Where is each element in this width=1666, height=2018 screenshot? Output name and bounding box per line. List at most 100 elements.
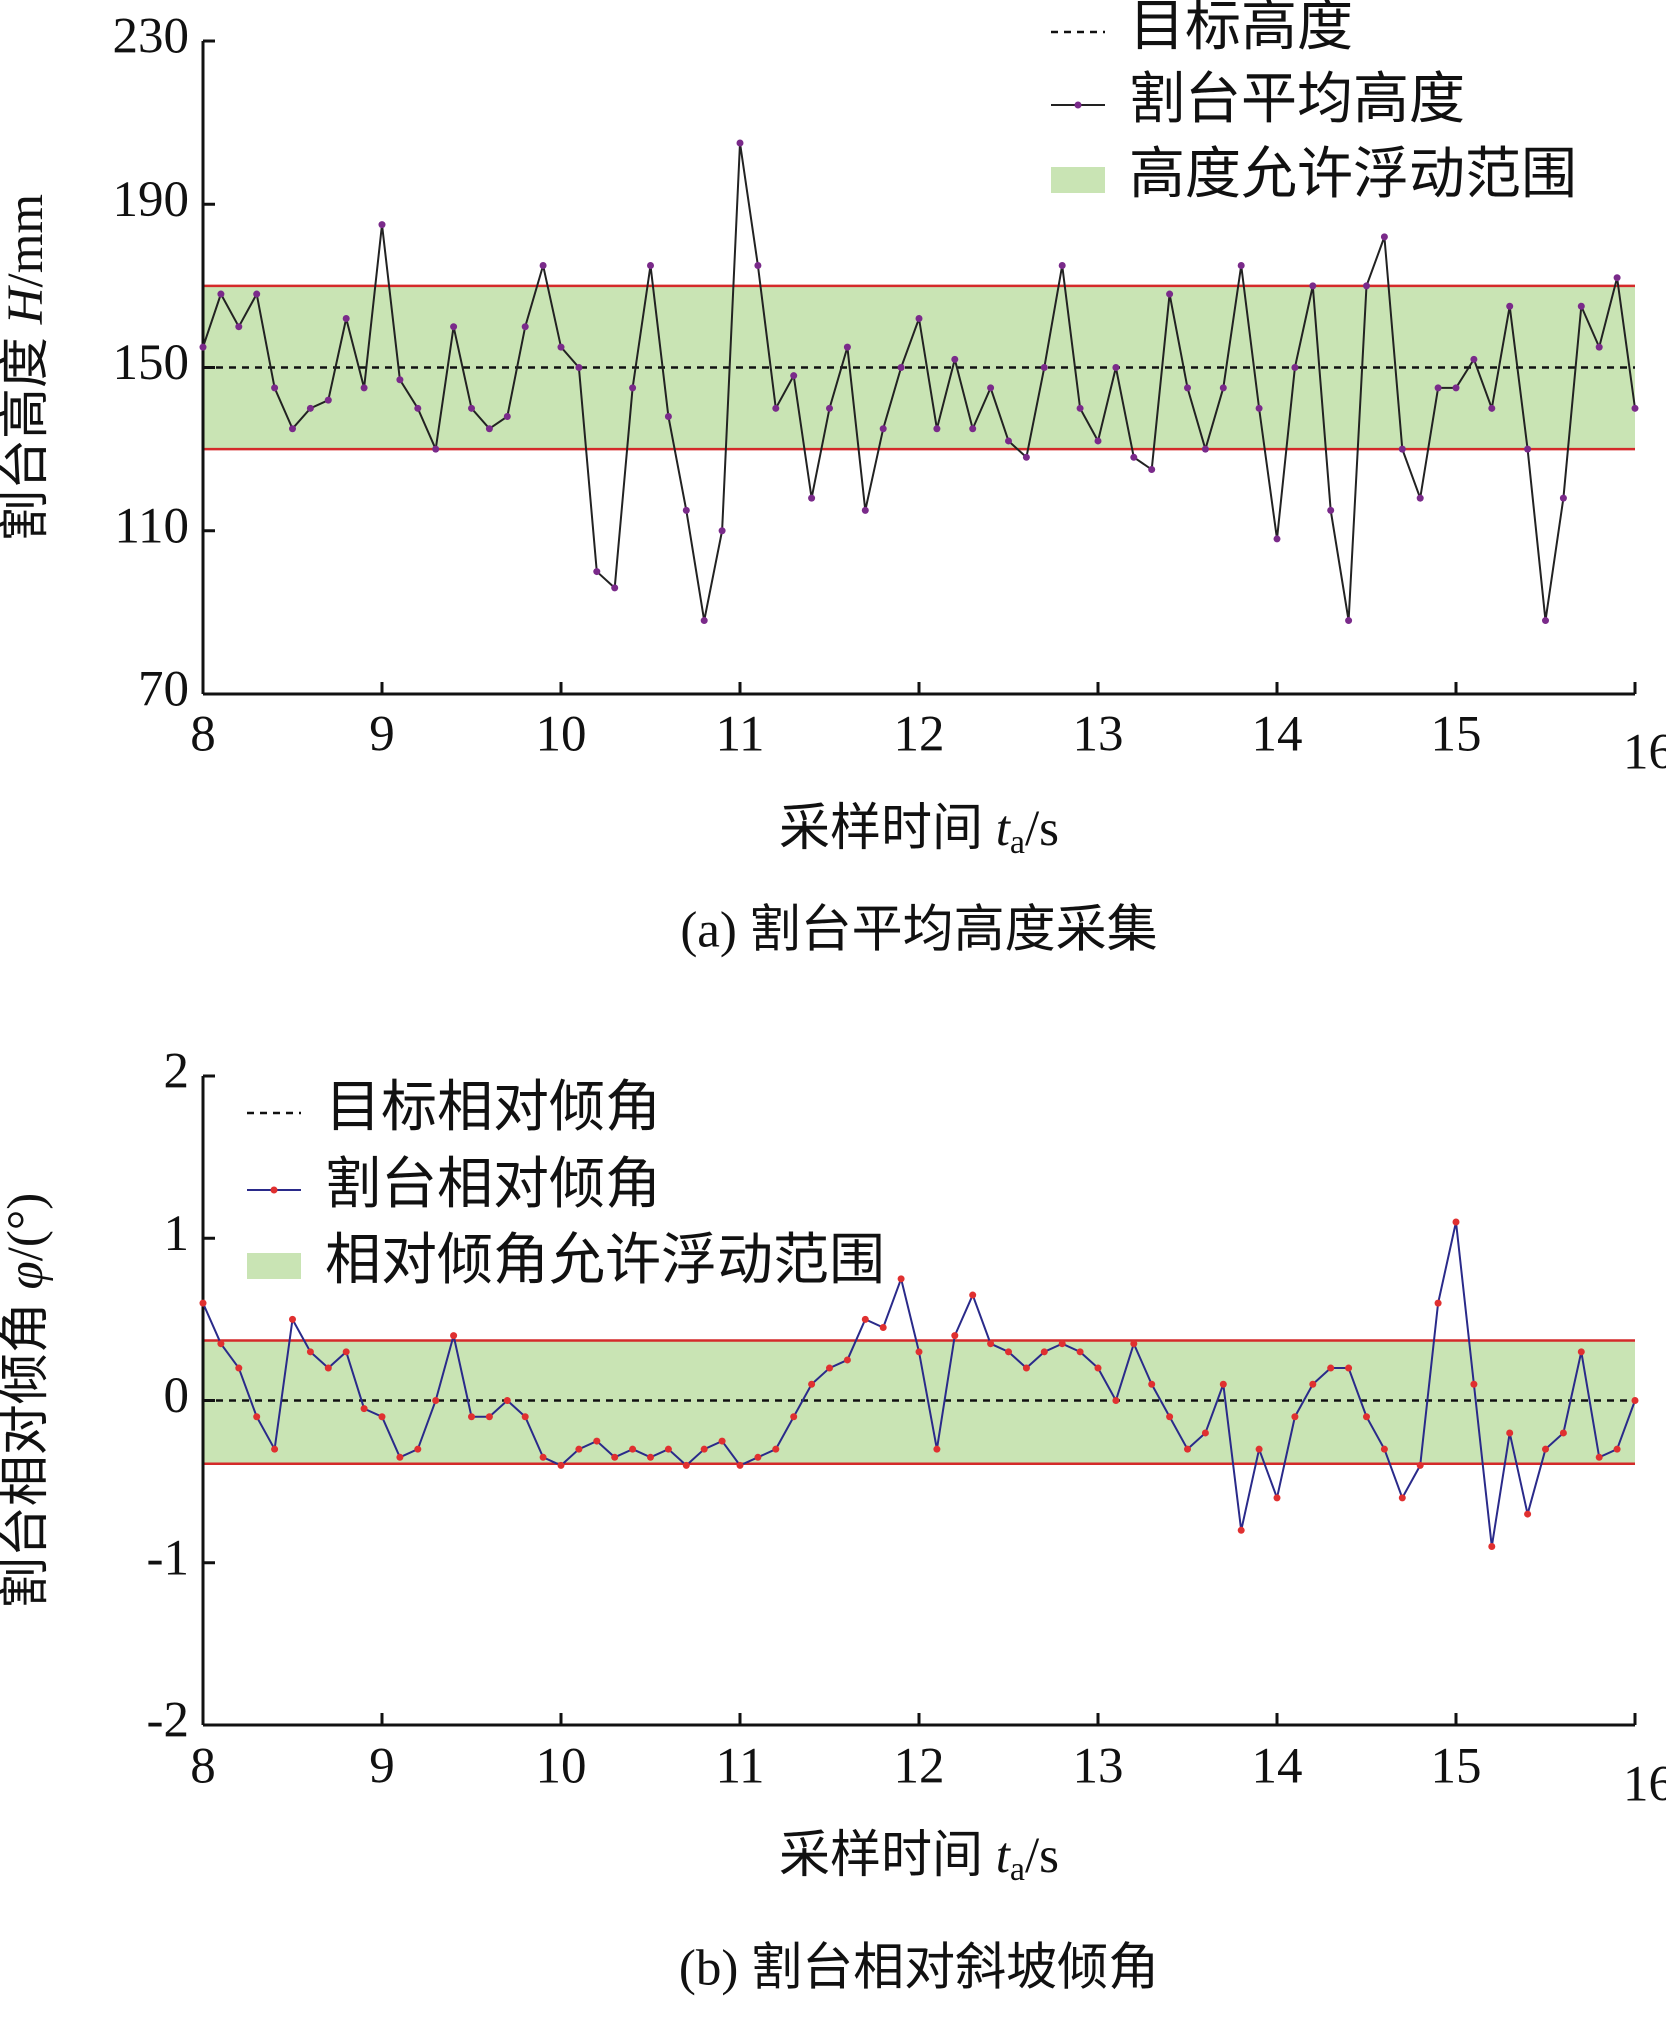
- x-label-var: t: [996, 801, 1012, 857]
- data-point: [915, 315, 923, 323]
- y-axis-label: 割台高度 H/mm: [0, 194, 54, 541]
- data-point: [611, 1453, 619, 1461]
- data-point: [342, 1348, 350, 1356]
- data-point: [1380, 233, 1388, 241]
- data-point: [808, 1380, 816, 1388]
- data-point: [1058, 261, 1066, 269]
- data-point: [1416, 1461, 1424, 1469]
- data-point: [271, 1445, 279, 1453]
- x-tick-label: 11: [715, 1739, 764, 1795]
- data-point: [1452, 1218, 1460, 1226]
- data-point: [1237, 261, 1245, 269]
- data-point: [754, 1453, 762, 1461]
- y-label-unit: /mm: [0, 194, 54, 288]
- data-point: [360, 384, 368, 392]
- data-point: [1184, 1445, 1191, 1453]
- data-point: [1094, 1364, 1102, 1372]
- tolerance-band: [203, 1340, 1635, 1464]
- legend-series-marker: [270, 1186, 278, 1194]
- x-tick-label: 8: [190, 1739, 216, 1795]
- data-point: [1470, 355, 1478, 363]
- x-axis-label: 采样时间 ta/s: [779, 1828, 1059, 1888]
- data-point: [1148, 466, 1156, 474]
- data-point: [826, 404, 833, 412]
- y-axis-label: 割台相对倾角 φ/(°): [0, 1193, 54, 1609]
- data-point: [1524, 1510, 1532, 1518]
- data-point: [1166, 1413, 1174, 1421]
- y-label-text: 割台相对倾角: [0, 1289, 54, 1608]
- x-tick-label: 15: [1431, 1739, 1482, 1795]
- data-point: [1327, 506, 1335, 514]
- data-point: [1345, 617, 1353, 625]
- data-point: [1076, 404, 1084, 412]
- data-point: [664, 1445, 672, 1453]
- y-tick-label: 1: [164, 1206, 190, 1262]
- data-point: [1255, 1445, 1263, 1453]
- data-point: [575, 364, 583, 371]
- data-point: [772, 404, 780, 412]
- data-point: [235, 1364, 243, 1372]
- x-tick-label: 13: [1073, 1739, 1124, 1795]
- data-point: [647, 261, 654, 269]
- data-point: [1559, 1429, 1567, 1437]
- data-point: [700, 617, 708, 625]
- data-point: [1416, 494, 1424, 502]
- x-label-unit: /s: [1025, 1828, 1059, 1884]
- data-point: [557, 343, 565, 351]
- data-point: [1309, 1380, 1317, 1388]
- data-point: [253, 1413, 261, 1421]
- data-point: [1434, 384, 1442, 392]
- data-point: [289, 1315, 296, 1323]
- caption: (b) 割台相对斜坡倾角: [679, 1941, 1159, 1997]
- data-point: [915, 1348, 923, 1356]
- data-point: [1273, 535, 1281, 543]
- data-point: [217, 290, 225, 298]
- data-point: [271, 384, 279, 392]
- data-point: [1130, 453, 1138, 461]
- data-point: [342, 315, 350, 323]
- data-point: [611, 584, 619, 592]
- y-label-text: 割台高度: [0, 324, 54, 541]
- data-point: [1005, 437, 1012, 445]
- data-point: [736, 139, 744, 147]
- data-point: [772, 1445, 780, 1453]
- y-label-var: H: [0, 284, 54, 325]
- data-point: [432, 1397, 440, 1404]
- data-point: [1559, 494, 1567, 502]
- data-point: [1273, 1494, 1281, 1502]
- x-label-text: 采样时间: [779, 801, 996, 857]
- data-point: [324, 396, 332, 404]
- data-point: [969, 1291, 977, 1299]
- data-point: [969, 425, 977, 433]
- data-point: [432, 445, 440, 453]
- x-tick-label: 9: [369, 707, 395, 763]
- data-point: [1380, 1445, 1388, 1453]
- data-point: [396, 1453, 404, 1461]
- data-point: [790, 1413, 798, 1421]
- data-point: [593, 1437, 601, 1445]
- data-point: [593, 568, 601, 576]
- data-point: [1631, 404, 1639, 412]
- data-point: [503, 412, 511, 420]
- data-point: [826, 1364, 833, 1372]
- data-point: [1130, 1340, 1138, 1348]
- data-point: [199, 1299, 207, 1307]
- data-point: [396, 376, 404, 384]
- data-point: [718, 527, 726, 535]
- data-point: [253, 290, 261, 298]
- data-point: [557, 1461, 565, 1469]
- data-point: [324, 1364, 332, 1372]
- x-tick-label: 16: [1623, 1757, 1666, 1813]
- x-tick-label: 9: [369, 1739, 395, 1795]
- chart: 70 110 150 190 230 8 9 10 11 12 13 14 15 16 采样时间 ta/s 割…: [0, 0, 1666, 959]
- y-tick-label: 110: [114, 498, 189, 554]
- data-point: [843, 1356, 851, 1364]
- y-tick-label: -2: [147, 1693, 189, 1749]
- legend-label: 割台相对倾角: [325, 1154, 661, 1216]
- data-point: [414, 1445, 422, 1453]
- data-point: [1434, 1299, 1442, 1307]
- data-point: [468, 1413, 475, 1421]
- data-point: [1201, 445, 1209, 453]
- data-point: [378, 221, 386, 229]
- legend-label: 目标相对倾角: [325, 1077, 661, 1139]
